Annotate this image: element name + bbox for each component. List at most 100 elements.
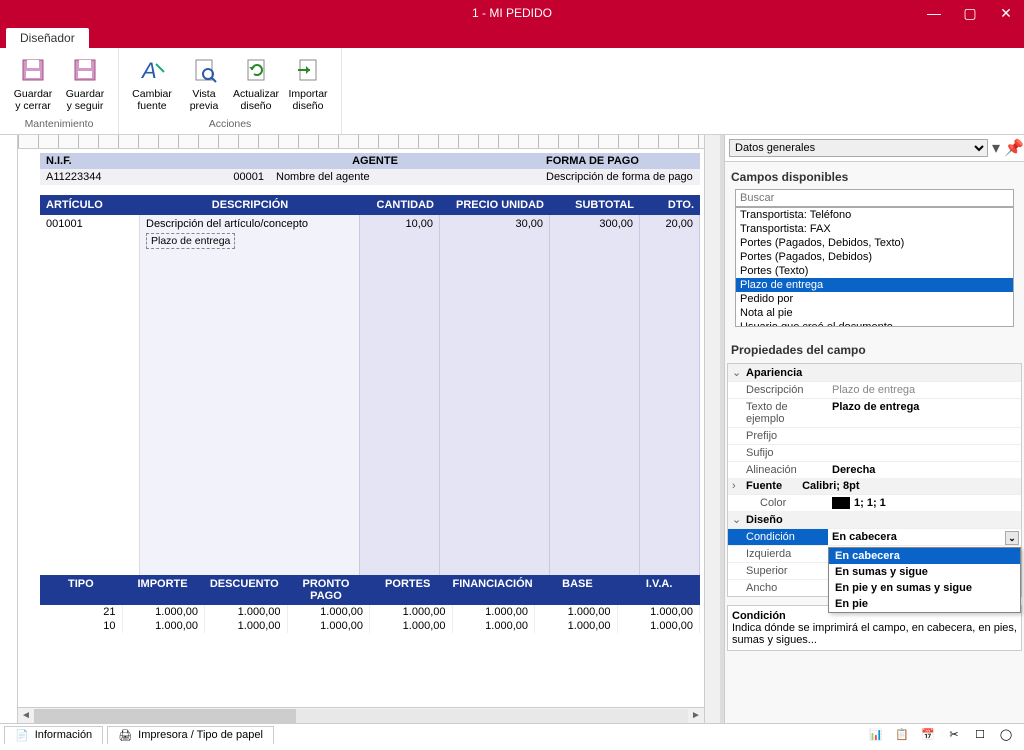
horizontal-scrollbar[interactable]: ◄ ► [18, 707, 704, 723]
field-list-item[interactable]: Pedido por [736, 292, 1013, 306]
field-list-item[interactable]: Nota al pie [736, 306, 1013, 320]
footer-col: IMPORTE [122, 575, 204, 605]
dropdown-option[interactable]: En pie [829, 596, 1020, 612]
prop-color[interactable]: Color1; 1; 1 [728, 494, 1021, 511]
status-icon-2[interactable]: 📋 [894, 727, 910, 743]
pin-icon[interactable]: 📌 [1004, 138, 1020, 158]
tab-designer[interactable]: Diseñador [6, 28, 89, 48]
prop-texto-ejemplo[interactable]: Texto de ejemploPlazo de entrega [728, 398, 1021, 427]
side-combo[interactable]: Datos generales [729, 139, 988, 157]
dropdown-option[interactable]: En sumas y sigue [829, 564, 1020, 580]
nif-value[interactable]: A11223344 [40, 169, 210, 185]
agente-label: AGENTE [210, 153, 540, 169]
footer-col: PORTES [367, 575, 449, 605]
cell-subtotal[interactable]: 300,00 [550, 215, 640, 575]
col-dto: DTO. [640, 195, 700, 215]
import-design-icon [292, 54, 324, 86]
footer-col: DESCUENTO [203, 575, 285, 605]
cell-articulo[interactable]: 001001 [40, 215, 140, 575]
field-list-item[interactable]: Portes (Pagados, Debidos, Texto) [736, 236, 1013, 250]
field-list-item[interactable]: Usuario que creó el documento [736, 320, 1013, 327]
ribbon-button-font[interactable]: ACambiarfuente [127, 52, 177, 114]
condicion-dropdown[interactable]: En cabecera ⌄ En cabeceraEn sumas y sigu… [828, 529, 1021, 545]
field-list[interactable]: Transportista: TeléfonoTransportista: FA… [735, 207, 1014, 327]
prop-alineacion[interactable]: AlineaciónDerecha [728, 461, 1021, 478]
titlebar: 1 - MI PEDIDO — ▢ ✕ [0, 0, 1024, 26]
cell-precio-unidad[interactable]: 30,00 [440, 215, 550, 575]
footer-row: 101.000,001.000,001.000,001.000,001.000,… [40, 619, 700, 633]
condicion-menu: En cabeceraEn sumas y sigueEn pie y en s… [828, 547, 1021, 613]
ribbon-button-preview[interactable]: Vistaprevia [179, 52, 229, 114]
placed-field-plazo[interactable]: Plazo de entrega [146, 233, 235, 249]
report-header-values: A11223344 00001 Nombre del agente Descri… [40, 169, 700, 185]
status-icon-1[interactable]: 📊 [868, 727, 884, 743]
footer-col: TIPO [40, 575, 122, 605]
field-list-item[interactable]: Portes (Pagados, Debidos) [736, 250, 1013, 264]
cell-descripcion[interactable]: Descripción del artículo/concepto Plazo … [140, 215, 360, 575]
field-search-input[interactable] [735, 189, 1014, 207]
status-icon-3[interactable]: 📅 [920, 727, 936, 743]
dropdown-option[interactable]: En pie y en sumas y sigue [829, 580, 1020, 596]
props-title: Propiedades del campo [725, 335, 1024, 361]
font-icon: A [136, 54, 168, 86]
status-tab-info[interactable]: 📄 Información [4, 726, 103, 744]
col-descripcion: DESCRIPCIÓN [140, 195, 360, 215]
maximize-button[interactable]: ▢ [952, 0, 988, 26]
ribbon-group: Guardary cerrarGuardary seguirMantenimie… [0, 48, 119, 134]
save-close-icon [17, 54, 49, 86]
dropdown-option[interactable]: En cabecera [829, 548, 1020, 564]
cell-dto[interactable]: 20,00 [640, 215, 700, 575]
chevron-down-icon[interactable]: ⌄ [1005, 531, 1019, 545]
field-list-item[interactable]: Transportista: Teléfono [736, 208, 1013, 222]
close-button[interactable]: ✕ [988, 0, 1024, 26]
agente-name[interactable]: Nombre del agente [270, 169, 540, 185]
info-icon: 📄 [15, 729, 29, 742]
prop-descripcion[interactable]: DescripciónPlazo de entrega [728, 381, 1021, 398]
ribbon-button-import-design[interactable]: Importardiseño [283, 52, 333, 114]
ribbon-button-save-close[interactable]: Guardary cerrar [8, 52, 58, 114]
canvas-column: N.I.F. AGENTE FORMA DE PAGO A11223344 00… [18, 135, 704, 723]
status-icon-4[interactable]: ✂ [946, 727, 962, 743]
vertical-scrollbar[interactable] [704, 135, 720, 723]
prop-prefijo[interactable]: Prefijo [728, 427, 1021, 444]
ribbon-group: ACambiarfuenteVistapreviaActualizardiseñ… [119, 48, 342, 134]
col-subtotal: SUBTOTAL [550, 195, 640, 215]
footer-table-body: 211.000,001.000,001.000,001.000,001.000,… [40, 605, 700, 633]
field-list-item[interactable]: Portes (Texto) [736, 264, 1013, 278]
scroll-right-icon[interactable]: ► [688, 710, 704, 721]
minimize-button[interactable]: — [916, 0, 952, 26]
section-diseno[interactable]: ⌄Diseño [728, 511, 1021, 528]
field-list-item[interactable]: Transportista: FAX [736, 222, 1013, 236]
ribbon-button-save[interactable]: Guardary seguir [60, 52, 110, 114]
status-tab-printer[interactable]: 🖨 Impresora / Tipo de papel [107, 726, 274, 744]
prop-condicion[interactable]: Condición En cabecera ⌄ En cabeceraEn su… [728, 528, 1021, 545]
ribbon: Guardary cerrarGuardary seguirMantenimie… [0, 48, 1024, 135]
section-apariencia[interactable]: ⌄Apariencia [728, 364, 1021, 381]
scroll-track[interactable] [34, 709, 688, 723]
report-header-labels: N.I.F. AGENTE FORMA DE PAGO [40, 153, 700, 169]
agente-code[interactable]: 00001 [210, 169, 270, 185]
cell-cantidad[interactable]: 10,00 [360, 215, 440, 575]
scroll-left-icon[interactable]: ◄ [18, 710, 34, 721]
section-fuente[interactable]: ›FuenteCalibri; 8pt [728, 478, 1021, 494]
ribbon-button-refresh-design[interactable]: Actualizardiseño [231, 52, 281, 114]
status-icon-6[interactable]: ◯ [998, 727, 1014, 743]
descripcion-text: Descripción del artículo/concepto [146, 218, 308, 230]
scroll-thumb[interactable] [34, 709, 296, 723]
save-icon [69, 54, 101, 86]
canvas-scroll[interactable]: N.I.F. AGENTE FORMA DE PAGO A11223344 00… [18, 149, 704, 707]
dropdown-icon[interactable]: ▾ [988, 138, 1004, 158]
forma-value[interactable]: Descripción de forma de pago [540, 169, 700, 185]
forma-label: FORMA DE PAGO [540, 153, 700, 169]
ruler-horizontal [18, 135, 704, 149]
prop-sufijo[interactable]: Sufijo [728, 444, 1021, 461]
color-swatch [832, 497, 850, 509]
window-title: 1 - MI PEDIDO [472, 6, 552, 20]
help-text: Indica dónde se imprimirá el campo, en c… [732, 622, 1017, 646]
status-icon-5[interactable]: ☐ [972, 727, 988, 743]
line-table-body: 001001 Descripción del artículo/concepto… [40, 215, 700, 575]
col-cantidad: CANTIDAD [360, 195, 440, 215]
field-list-item[interactable]: Plazo de entrega [736, 278, 1013, 292]
report-canvas: N.I.F. AGENTE FORMA DE PAGO A11223344 00… [40, 153, 700, 633]
footer-table-header: TIPOIMPORTEDESCUENTOPRONTO PAGOPORTESFIN… [40, 575, 700, 605]
